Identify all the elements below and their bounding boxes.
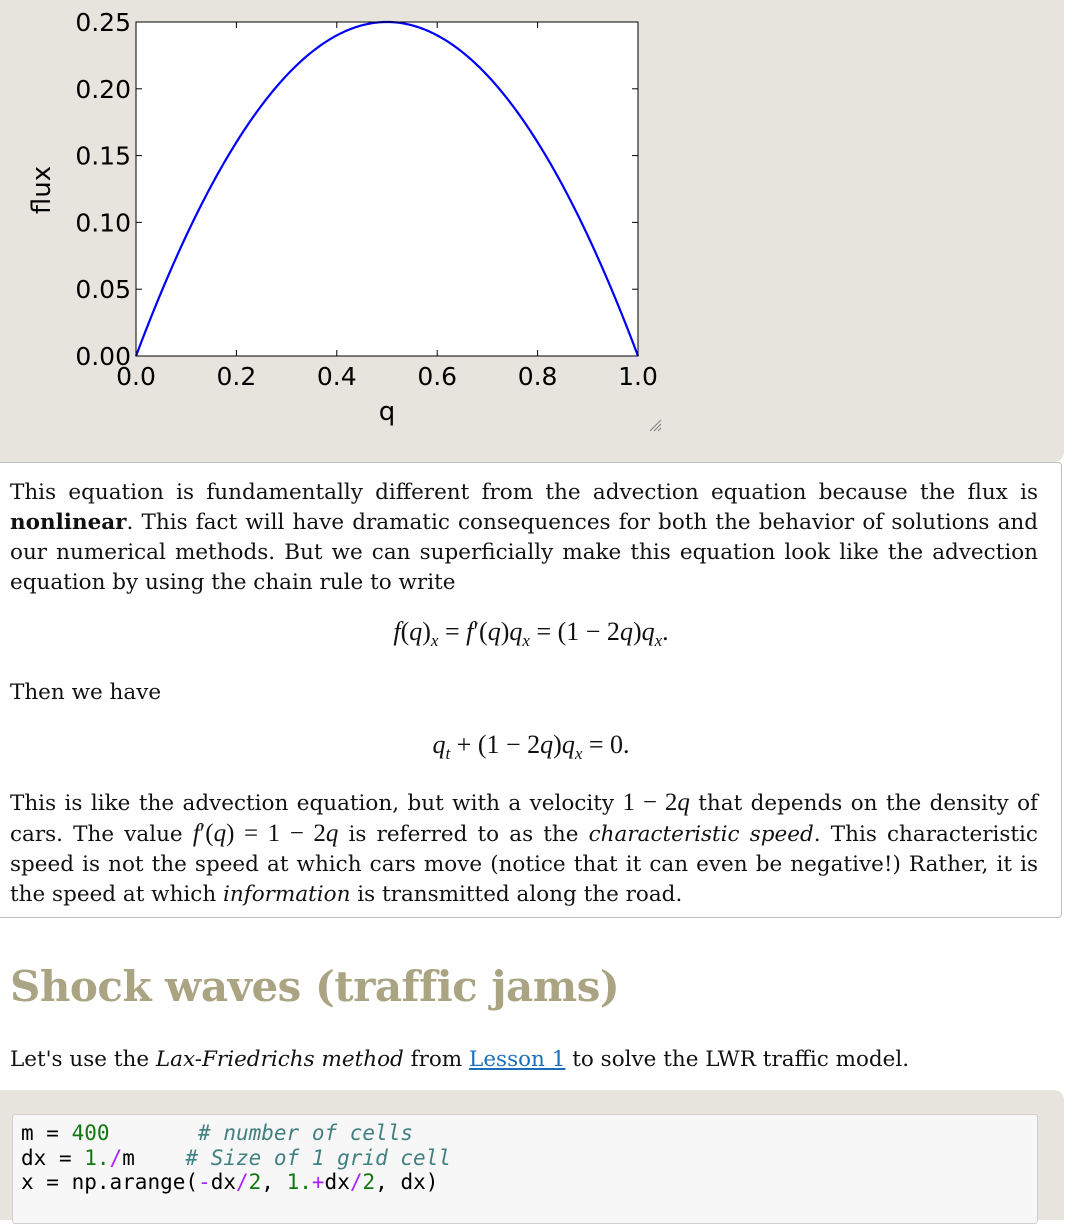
code-block[interactable]: m = 400 # number of cells dx = 1./m # Si… <box>21 1121 451 1194</box>
markdown-cell[interactable]: This equation is fundamentally different… <box>0 462 1062 918</box>
plot-frame <box>135 21 639 357</box>
flux-plot: 0.0 0.2 0.4 0.6 0.8 1.0 0.00 0.05 0.10 0.15 0.20 0.… <box>27 8 658 427</box>
equation-chain-rule: f(q)x = f′(q)qx = (1 − 2q)qx. <box>393 617 669 650</box>
x-tick-label-5: 1.0 <box>618 362 658 391</box>
y-tick-label-5: 0.25 <box>75 8 131 37</box>
code-input-area[interactable]: m = 400 # number of cells dx = 1./m # Si… <box>12 1114 1038 1224</box>
y-tick-label-3: 0.15 <box>75 142 131 171</box>
paragraph-characteristic-speed: This is like the advection equation, but… <box>10 789 1038 907</box>
section-heading: Shock waves (traffic jams) <box>10 962 620 1011</box>
y-tick-label-1: 0.05 <box>75 275 131 304</box>
x-tick-label-0: 0.0 <box>116 362 156 391</box>
equation-characteristic-form: qt + (1 − 2q)qx = 0. <box>432 730 630 763</box>
y-tick-label-4: 0.20 <box>75 75 131 104</box>
plot-output-area: 0.0 0.2 0.4 0.6 0.8 1.0 0.00 0.05 0.10 0.15 0.20 0.… <box>0 0 1064 462</box>
then-we-have: Then we have <box>10 680 162 705</box>
code-cell[interactable]: m = 400 # number of cells dx = 1./m # Si… <box>0 1090 1064 1224</box>
x-tick-label-2: 0.4 <box>317 362 357 391</box>
x-axis-label: q <box>379 397 396 427</box>
lesson-1-link[interactable]: Lesson 1 <box>469 1047 566 1072</box>
x-tick-label-4: 0.8 <box>518 362 558 391</box>
nonlinear-bold: nonlinear <box>10 510 127 535</box>
intro-paragraph: Let's use the Lax-Friedrichs method from… <box>10 1047 910 1072</box>
paragraph-nonlinear-flux: This equation is fundamentally different… <box>10 480 1038 595</box>
plot-area <box>136 22 638 356</box>
y-axis-label: flux <box>27 166 57 214</box>
y-tick-label-0: 0.00 <box>75 342 131 371</box>
x-tick-label-3: 0.6 <box>417 362 457 391</box>
resize-handle-icon[interactable] <box>648 418 662 432</box>
y-tick-label-2: 0.10 <box>75 208 131 237</box>
x-tick-label-1: 0.2 <box>217 362 257 391</box>
